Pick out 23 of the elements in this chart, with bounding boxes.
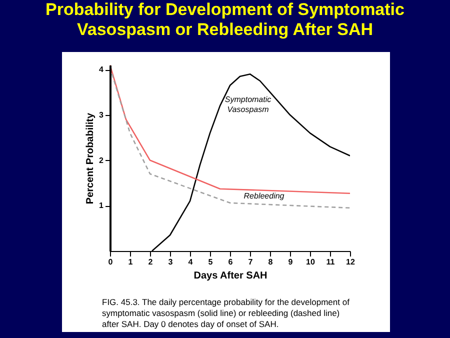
y-tick-label: 4	[99, 65, 104, 74]
x-tick-label: 3	[168, 258, 174, 266]
series-label: Rebleeding	[244, 191, 285, 200]
x-tick-label: 10	[306, 258, 316, 266]
y-axis-title: Percent Probability	[85, 112, 96, 204]
x-tick-label: 9	[288, 258, 294, 266]
x-tick-label: 2	[148, 258, 154, 266]
x-tick-label: 0	[108, 258, 114, 266]
x-tick-label: 1	[128, 258, 134, 266]
x-tick-label: 5	[208, 258, 214, 266]
series-label: Symptomatic Vasospasm	[224, 95, 272, 114]
y-tick-label: 3	[99, 110, 104, 120]
x-axis-title: Days After SAH	[194, 270, 268, 282]
y-tick-label: 1	[99, 201, 104, 210]
x-tick-label: 12	[346, 258, 356, 266]
y-tick-label: 2	[99, 156, 104, 165]
x-tick-label: 6	[228, 258, 234, 266]
chart-title: Probability for Development of Symptomatic Vasospasm or Rebleeding After SAH	[46, 0, 404, 39]
caption: FIG. 45.3. The daily percentage probability for the development of symptomatic vasospasm (solid line) or rebleeding (dashed line) after SAH. Day 0 denotes day of onset of SAH.	[102, 297, 350, 329]
x-tick-label: 7	[248, 258, 254, 266]
x-tick-label: 11	[326, 258, 336, 266]
x-tick-label: 4	[188, 258, 194, 266]
x-tick-label: 8	[268, 258, 274, 266]
